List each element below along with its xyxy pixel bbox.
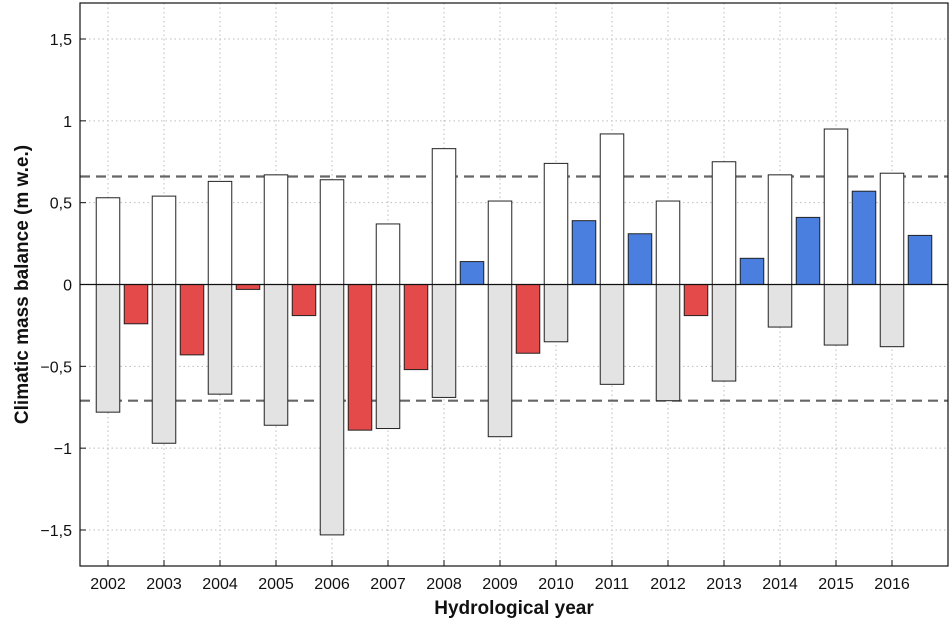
annual-bar [291, 284, 317, 317]
summer-bar [711, 284, 737, 382]
annual-bar [403, 284, 429, 371]
annual-bar [683, 284, 709, 317]
summer-bar [263, 284, 289, 426]
annual-bar [571, 220, 597, 285]
summer-bar [319, 284, 345, 536]
reference-lines [80, 175, 948, 402]
annual-bar [515, 284, 541, 354]
x-tick-label: 2004 [202, 576, 238, 593]
x-tick-label: 2015 [818, 576, 854, 593]
winter-bar [879, 172, 905, 285]
winter-bar [95, 197, 121, 286]
winter-bar [767, 174, 793, 285]
annual-bar [795, 216, 821, 285]
x-tick-label: 2011 [595, 576, 630, 593]
summer-bar [823, 284, 849, 346]
plot-frame [79, 2, 949, 567]
summer-bar [655, 284, 681, 402]
annual-bar [907, 234, 933, 286]
winter-bar [151, 195, 177, 285]
x-tick-label: 2013 [706, 576, 742, 593]
winter-bar [431, 148, 457, 285]
summer-bar [767, 284, 793, 328]
annual-bar [459, 261, 485, 286]
y-tick-label: −1 [54, 441, 72, 458]
annual-bar [347, 284, 373, 431]
winter-bar [599, 133, 625, 285]
y-tick-label: −1,5 [40, 523, 72, 540]
y-tick-label: 1 [63, 114, 72, 131]
summer-bar [375, 284, 401, 430]
x-tick-label: 2005 [258, 576, 294, 593]
summer-bar [599, 284, 625, 385]
winter-bar [263, 174, 289, 285]
summer-bar [431, 284, 457, 398]
y-tick-label: 1,5 [50, 32, 72, 49]
summer-bar [95, 284, 121, 413]
bars [95, 128, 933, 536]
annual-bar [739, 257, 765, 286]
winter-bar [319, 179, 345, 285]
y-tick-label: 0,5 [50, 196, 72, 213]
summer-bar [879, 284, 905, 348]
summer-bar [543, 284, 569, 343]
summer-bar [207, 284, 233, 395]
winter-bar [487, 200, 513, 286]
x-axis-title: Hydrological year [434, 598, 594, 619]
x-tick-label: 2008 [426, 576, 462, 593]
summer-bar [487, 284, 513, 438]
annual-bar [179, 284, 205, 356]
winter-bar [207, 180, 233, 285]
x-tick-label: 2014 [762, 576, 798, 593]
y-tick-label: 0 [63, 278, 72, 295]
x-tick-label: 2012 [650, 576, 686, 593]
annual-bar [627, 233, 653, 286]
y-tick-label: −0,5 [40, 359, 72, 376]
annual-bar [851, 190, 877, 285]
x-tick-label: 2009 [482, 576, 518, 593]
annual-bar [235, 284, 261, 290]
x-tick-label: 2006 [314, 576, 350, 593]
summer-bar [151, 284, 177, 444]
winter-bar [375, 223, 401, 285]
annual-bar [123, 284, 149, 325]
x-tick-label: 2007 [370, 576, 406, 593]
x-tick-label: 2010 [538, 576, 574, 593]
tick-labels: −1,5 −1 −0,5 0 0,5 1 1,5 2002 2003 2004 2005 2006 20… [40, 32, 909, 593]
x-tick-label: 2016 [874, 576, 910, 593]
y-axis-title: Climatic mass balance (m w.e.) [12, 145, 33, 424]
x-tick-label: 2002 [90, 576, 126, 593]
winter-bar [543, 162, 569, 286]
x-tick-label: 2003 [146, 576, 182, 593]
winter-bar [823, 128, 849, 285]
winter-bar [711, 161, 737, 286]
winter-bar [655, 200, 681, 286]
